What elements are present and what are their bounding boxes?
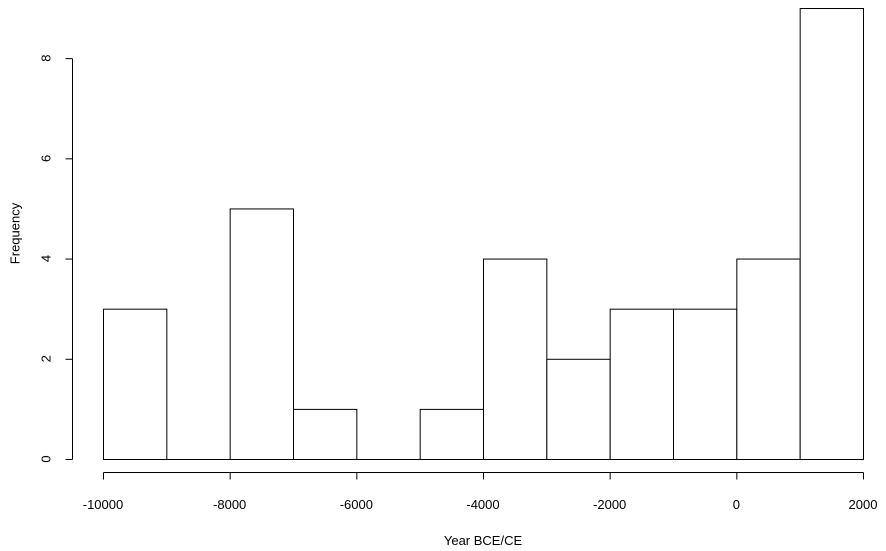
histogram-bar-11 <box>799 8 865 460</box>
histogram-bar-9 <box>673 308 738 460</box>
x-tick-label-1: -8000 <box>213 497 246 512</box>
histogram-bar-8 <box>609 308 675 460</box>
histogram-bar-7 <box>546 358 611 460</box>
x-tick-label-5: 0 <box>733 497 740 512</box>
y-tick-label-2: 4 <box>39 255 54 262</box>
x-tick-label-2: -6000 <box>340 497 373 512</box>
x-axis: -10000 -8000 -6000 -4000 -2000 0 2000 <box>83 472 878 512</box>
y-tick-label-0: 0 <box>39 455 54 462</box>
x-axis-title: Year BCE/CE <box>444 533 523 548</box>
histogram-bar-3 <box>293 408 358 460</box>
x-tick-label-0: -10000 <box>83 497 123 512</box>
histogram-bar-10 <box>736 258 801 460</box>
x-tick-label-3: -4000 <box>466 497 499 512</box>
x-tick-label-6: 2000 <box>849 497 878 512</box>
bars-layer <box>103 8 865 460</box>
y-tick-label-1: 2 <box>39 355 54 362</box>
x-tick-label-4: -2000 <box>593 497 626 512</box>
histogram-bar-5 <box>419 408 484 460</box>
y-tick-label-3: 6 <box>39 155 54 162</box>
histogram-bar-0 <box>103 308 168 460</box>
y-axis: 0 2 4 6 8 <box>39 54 73 463</box>
histogram-bar-6 <box>483 258 548 460</box>
histogram-bar-2 <box>229 208 295 460</box>
y-tick-label-4: 8 <box>39 54 54 61</box>
y-axis-title: Frequency <box>8 202 23 264</box>
